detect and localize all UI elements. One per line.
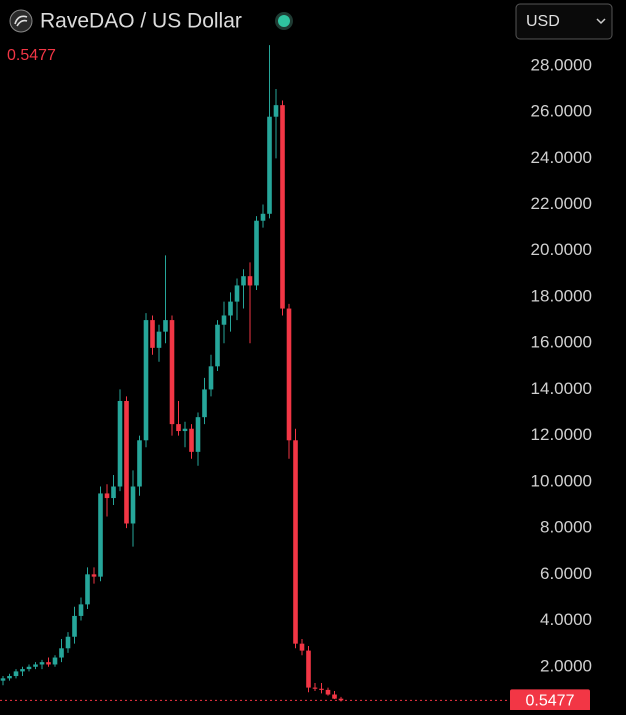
candle-body [78,604,84,616]
last-price-axis-label: 0.5477 [526,693,575,710]
symbol-title: RaveDAO / US Dollar [40,10,242,33]
candle-body [20,669,25,672]
y-tick-label: 12.0000 [531,425,592,444]
candle-body [7,676,12,679]
y-tick-label: 26.0000 [531,102,592,121]
candle-body [293,440,298,644]
y-tick-label: 24.0000 [531,148,592,167]
candle-body [124,400,129,524]
candle-body [228,301,233,316]
candle-body [33,664,38,667]
candle-body [26,666,32,670]
candle-body [241,276,246,286]
candle-body [215,324,220,367]
candle-body [195,417,201,452]
candle-body [52,657,58,665]
candle-body [117,400,123,487]
candle-body [85,574,90,605]
currency-select[interactable]: USD [515,3,613,40]
candle-body [0,678,6,681]
candle-body [143,320,149,441]
y-tick-label: 14.0000 [531,379,592,398]
y-tick-label: 28.0000 [531,55,592,74]
y-tick-label: 6.0000 [540,564,592,583]
candle-body [65,636,71,649]
candle-body [156,331,162,348]
candle-body [189,428,194,452]
candle-body [247,276,253,286]
candle-body [273,105,279,117]
y-tick-label: 20.0000 [531,240,592,259]
candle-body [312,687,318,689]
candle-body [91,574,97,577]
candle-body [182,428,188,432]
candle-body [306,650,311,688]
y-tick-label: 16.0000 [531,333,592,352]
candle-body [332,694,337,699]
chevron[interactable] [596,18,606,25]
candle-body [176,424,181,432]
candle-body [254,220,259,286]
candle-body [59,648,64,658]
candle-body [221,315,227,325]
candle-body [13,671,19,677]
candle-body [111,486,116,499]
y-tick-label: 10.0000 [531,471,592,490]
candle-body [267,116,272,214]
candle-body [98,493,103,577]
logo [9,9,33,33]
candle-body [169,320,175,425]
y-tick-label: 2.0000 [540,656,592,675]
candle-body [202,389,207,418]
y-tick-label: 22.0000 [531,194,592,213]
currency-label[interactable]: USD [526,13,560,30]
candle-body [325,689,331,695]
candle-body [72,615,77,637]
y-tick-label: 18.0000 [531,286,592,305]
last-price-box [510,689,590,712]
candle-body [39,662,45,665]
candle-body [208,366,214,390]
candle-body [299,643,305,651]
candle-body [137,440,142,487]
y-tick-label: 4.0000 [540,610,592,629]
candle-body [150,320,155,348]
candle-body [286,308,292,441]
candle-body [104,493,110,499]
currency-box[interactable] [515,3,613,40]
candle-body [234,285,240,302]
candle-body [260,213,266,221]
y-tick-label: 8.0000 [540,518,592,537]
status-dot [278,15,290,27]
candle-body [280,105,285,309]
candle-body [46,662,51,665]
candle-body [163,320,168,332]
last-price: 0.5477 [7,47,56,64]
candle-body [319,688,324,690]
candle-body [338,698,344,701]
candle-body [130,486,136,524]
